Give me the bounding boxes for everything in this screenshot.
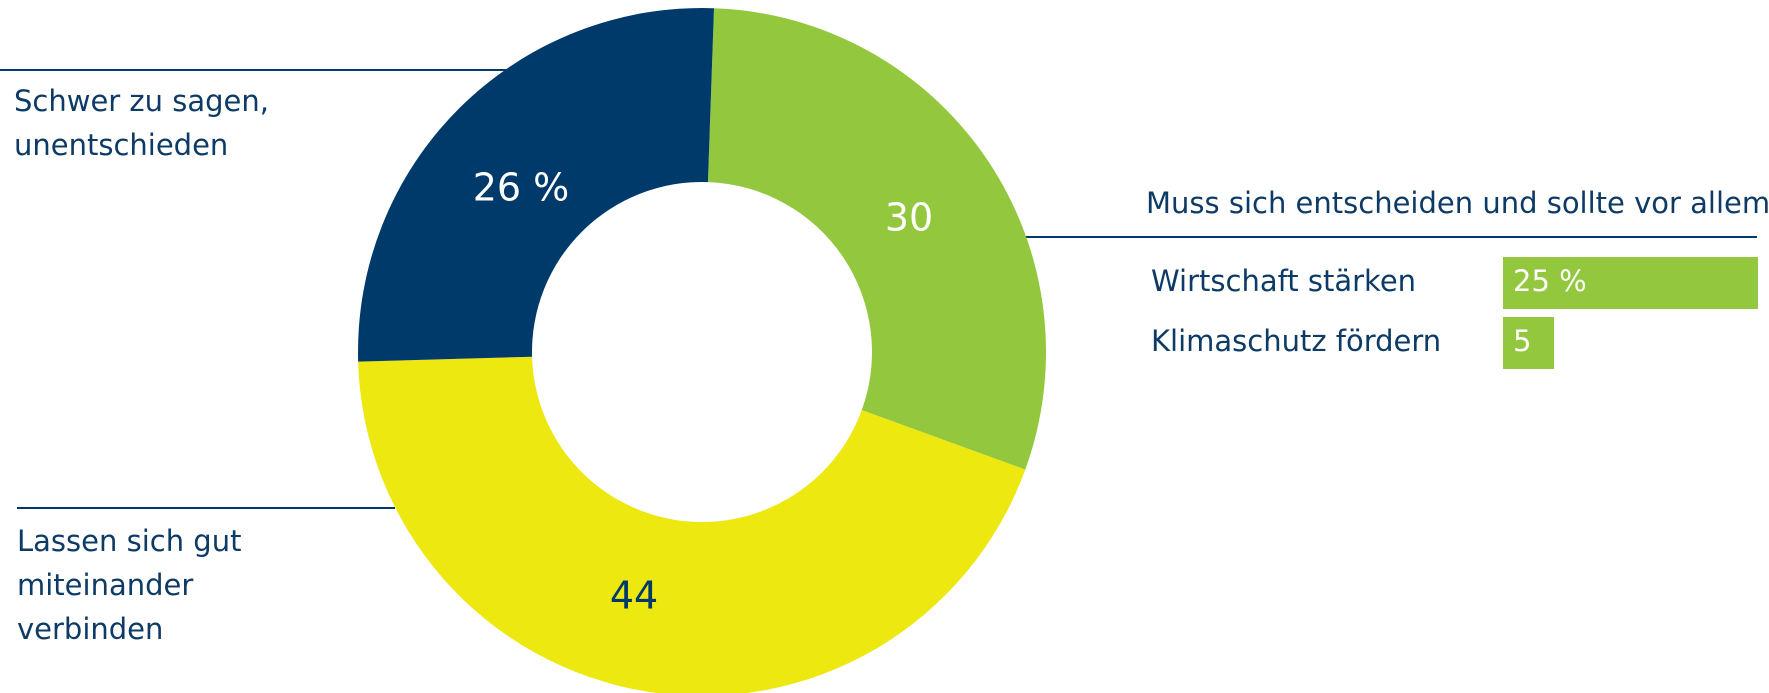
bar-category: Klimaschutz fördern	[1151, 324, 1441, 358]
bar	[1503, 317, 1554, 369]
value-label: 26 %	[473, 166, 570, 210]
pie-segment	[707, 8, 1046, 470]
category-label: Muss sich entscheiden und sollte vor all…	[1146, 186, 1769, 220]
pie-segment	[358, 7, 715, 362]
bar	[1503, 257, 1758, 309]
value-label: 5	[1513, 324, 1531, 358]
pie-segment	[358, 356, 1026, 693]
value-label: 25 %	[1513, 264, 1587, 298]
value-label: 30	[885, 196, 933, 240]
bar-category: Wirtschaft stärken	[1151, 264, 1416, 298]
category-label: Lassen sich gut miteinander verbinden	[17, 524, 242, 646]
value-label: 44	[610, 574, 658, 618]
category-label: Schwer zu sagen, unentschieden	[14, 84, 269, 162]
